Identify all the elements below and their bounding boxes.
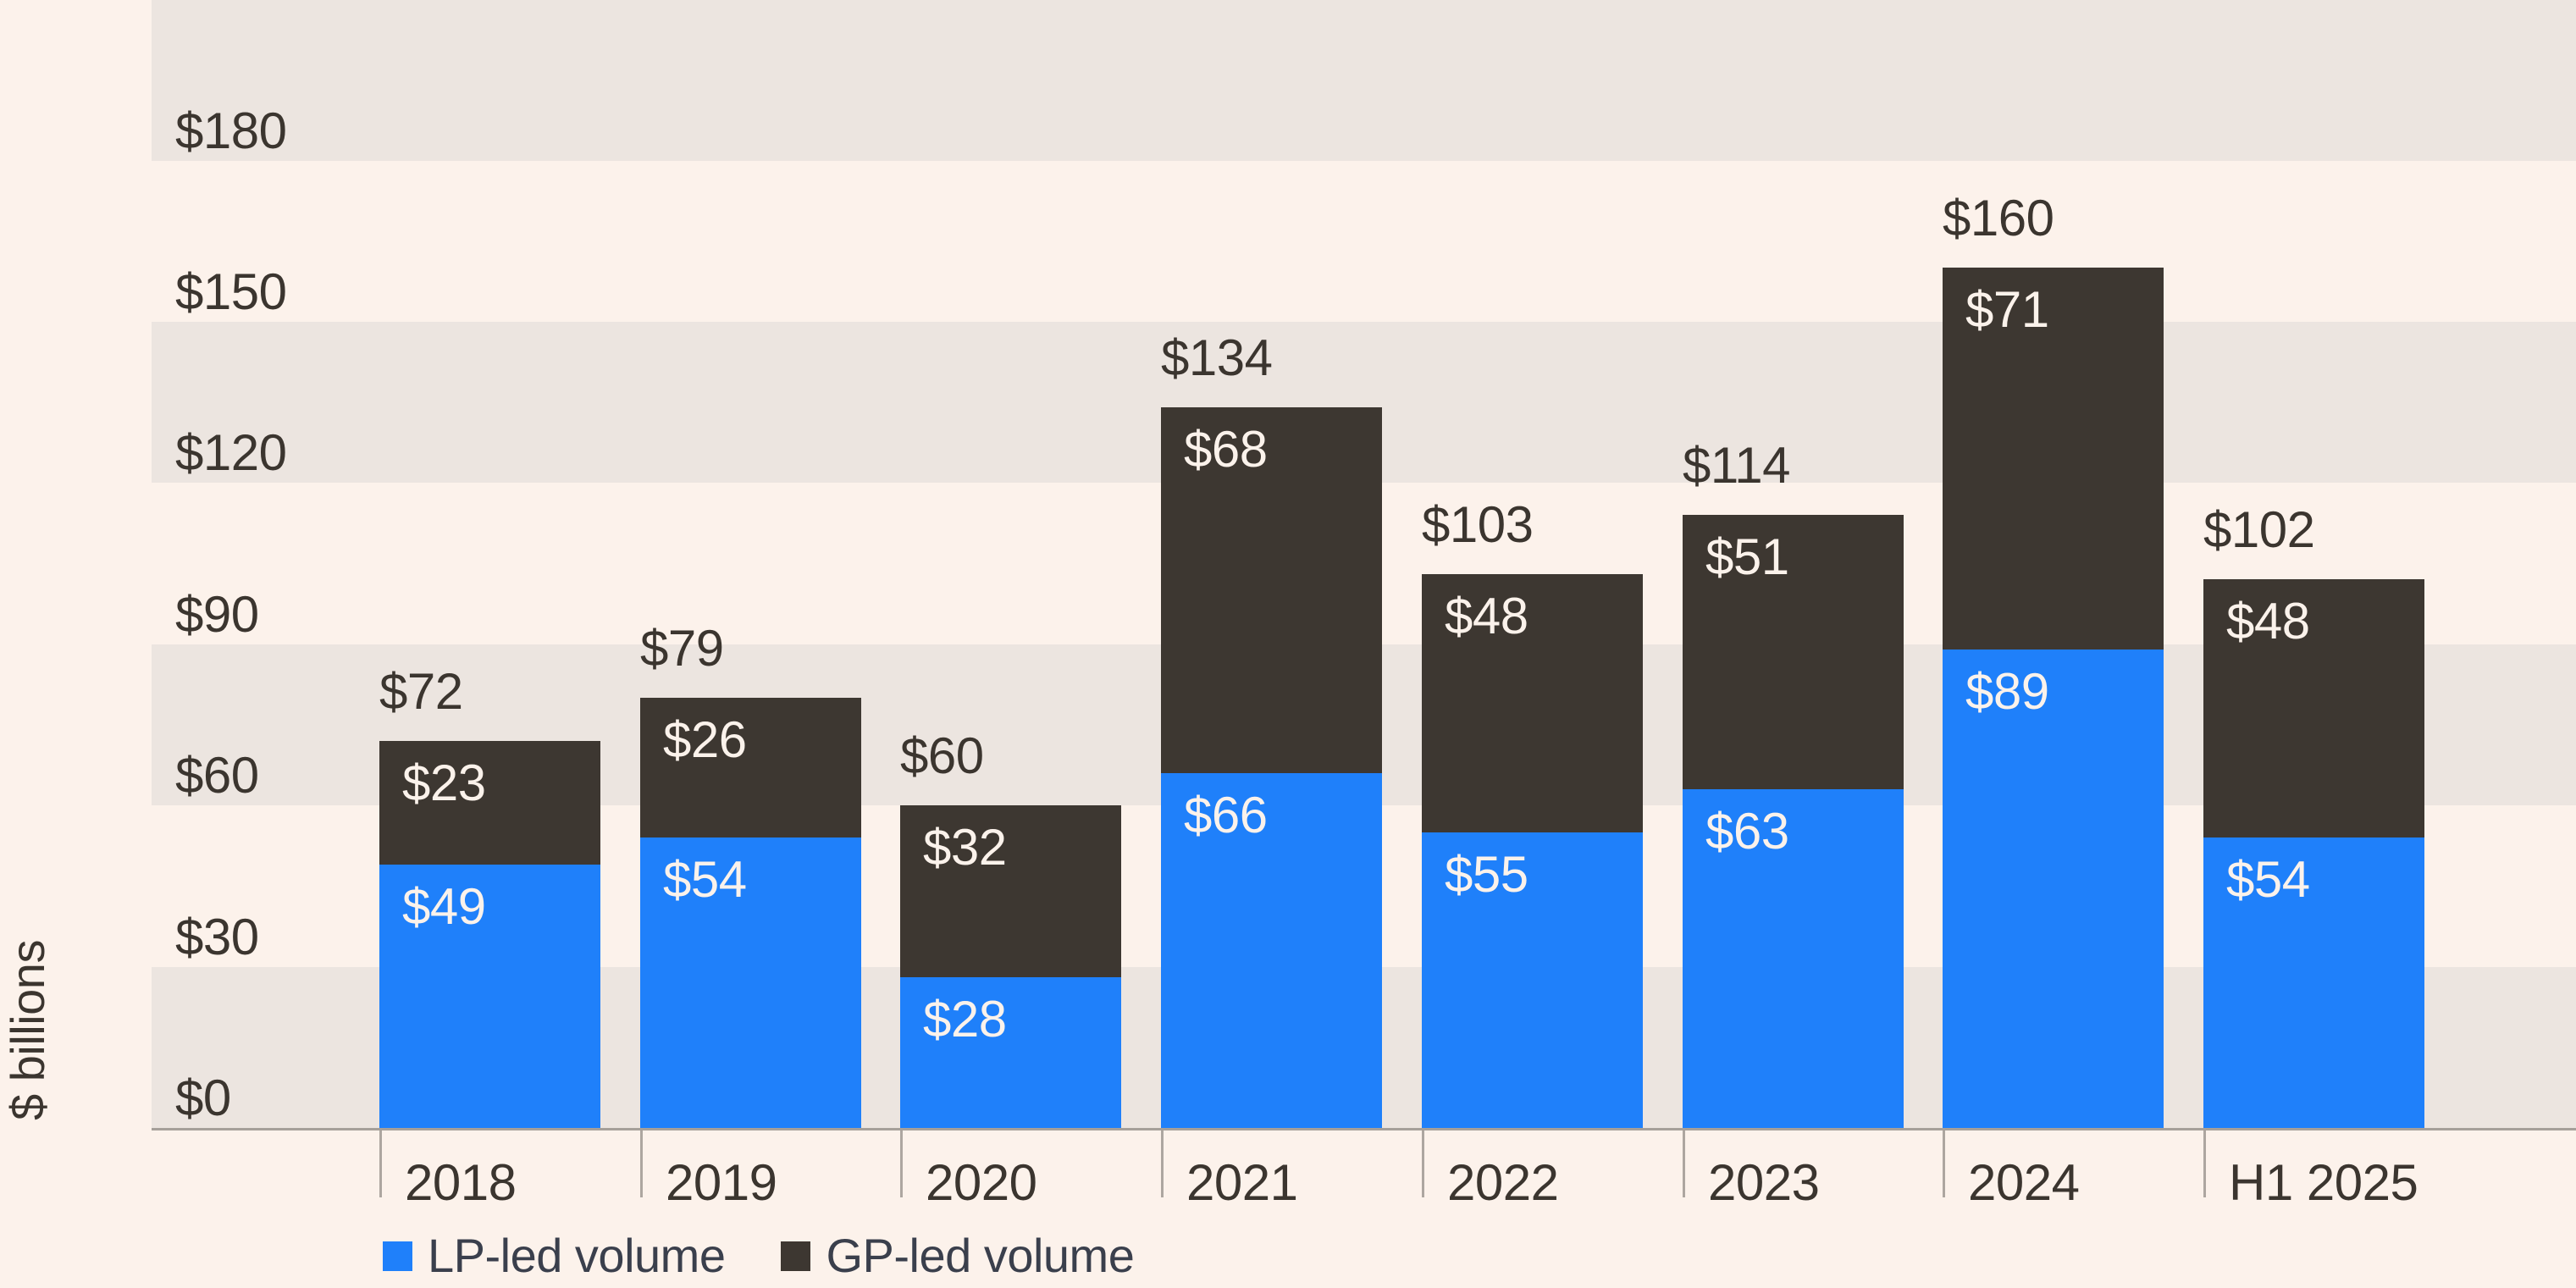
bar-segment-lp-led — [2203, 837, 2424, 1128]
x-axis-tick — [379, 1128, 382, 1197]
bar-segment-lp-led — [1422, 832, 1643, 1128]
bar-segment-gp-led — [1422, 574, 1643, 832]
legend: LP-led volume GP-led volume — [383, 1229, 1135, 1282]
y-axis-title-text: $ billions — [0, 939, 54, 1120]
total-value-label: $160 — [1943, 190, 2054, 246]
lp-value-label: $55 — [1445, 846, 1528, 903]
bar-segment-gp-led — [1161, 407, 1382, 773]
x-axis-line — [152, 1128, 2576, 1130]
lp-value-label: $28 — [923, 991, 1007, 1048]
x-axis-tick — [2203, 1128, 2206, 1197]
x-axis-category-label: 2019 — [666, 1154, 777, 1211]
legend-item: LP-led volume — [383, 1229, 726, 1282]
bar-segment-lp-led — [379, 865, 600, 1128]
bar-segment-gp-led — [900, 805, 1121, 977]
total-value-label: $72 — [379, 663, 463, 720]
lp-value-label: $54 — [2226, 851, 2310, 908]
lp-value-label: $89 — [1965, 663, 2049, 720]
x-axis-category-label: 2020 — [926, 1154, 1037, 1211]
lp-value-label: $66 — [1184, 787, 1268, 843]
bar-segment-gp-led — [379, 741, 600, 865]
lp-value-label: $49 — [402, 878, 486, 935]
x-axis-tick — [1943, 1128, 1945, 1197]
bar-segment-gp-led — [2203, 579, 2424, 837]
grid-band — [152, 0, 2576, 161]
x-axis-category-label: 2018 — [405, 1154, 517, 1211]
gp-value-label: $48 — [1445, 588, 1528, 644]
gp-value-label: $26 — [663, 711, 747, 768]
x-axis-tick — [900, 1128, 903, 1197]
gp-value-label: $71 — [1965, 281, 2049, 338]
legend-item: GP-led volume — [781, 1229, 1135, 1282]
y-axis-tick-label: $180 — [175, 102, 287, 159]
total-value-label: $79 — [640, 620, 724, 677]
y-axis-tick-label: $30 — [175, 908, 259, 965]
y-axis-tick-label: $0 — [175, 1070, 231, 1126]
legend-swatch-icon — [781, 1241, 811, 1271]
bar-segment-lp-led — [640, 837, 861, 1128]
legend-swatch-icon — [383, 1241, 412, 1271]
gp-value-label: $48 — [2226, 593, 2310, 650]
gp-value-label: $32 — [923, 819, 1007, 876]
total-value-label: $103 — [1422, 496, 1534, 553]
x-axis-tick — [1683, 1128, 1685, 1197]
total-value-label: $60 — [900, 727, 984, 784]
bar-segment-lp-led — [1161, 773, 1382, 1128]
x-axis-category-label: 2023 — [1708, 1154, 1820, 1211]
x-axis-tick — [1161, 1128, 1164, 1197]
x-axis-category-label: 2021 — [1186, 1154, 1298, 1211]
total-value-label: $114 — [1683, 437, 1791, 494]
total-value-label: $102 — [2203, 501, 2315, 558]
bar-segment-gp-led — [640, 698, 861, 837]
y-axis-tick-label: $60 — [175, 747, 259, 804]
gp-value-label: $51 — [1705, 528, 1789, 585]
gp-value-label: $68 — [1184, 421, 1268, 478]
y-axis-tick-label: $150 — [175, 263, 287, 320]
x-axis-category-label: 2024 — [1968, 1154, 2080, 1211]
y-axis-title: $ billions — [0, 928, 54, 1131]
gp-value-label: $23 — [402, 755, 486, 811]
bar-segment-gp-led — [1683, 515, 1904, 789]
bar-segment-gp-led — [1943, 268, 2164, 650]
lp-value-label: $54 — [663, 851, 747, 908]
y-axis-tick-label: $120 — [175, 424, 287, 482]
legend-label: LP-led volume — [428, 1229, 726, 1282]
bar-segment-lp-led — [1943, 650, 2164, 1128]
x-axis-tick — [1422, 1128, 1424, 1197]
lp-value-label: $63 — [1705, 803, 1789, 860]
x-axis-category-label: 2022 — [1447, 1154, 1559, 1211]
x-axis-tick — [640, 1128, 643, 1197]
legend-label: GP-led volume — [826, 1229, 1135, 1282]
y-axis-tick-label: $90 — [175, 585, 259, 643]
bar-segment-lp-led — [900, 977, 1121, 1128]
x-axis-category-label: H1 2025 — [2229, 1154, 2418, 1211]
total-value-label: $134 — [1161, 329, 1273, 386]
bar-segment-lp-led — [1683, 789, 1904, 1128]
